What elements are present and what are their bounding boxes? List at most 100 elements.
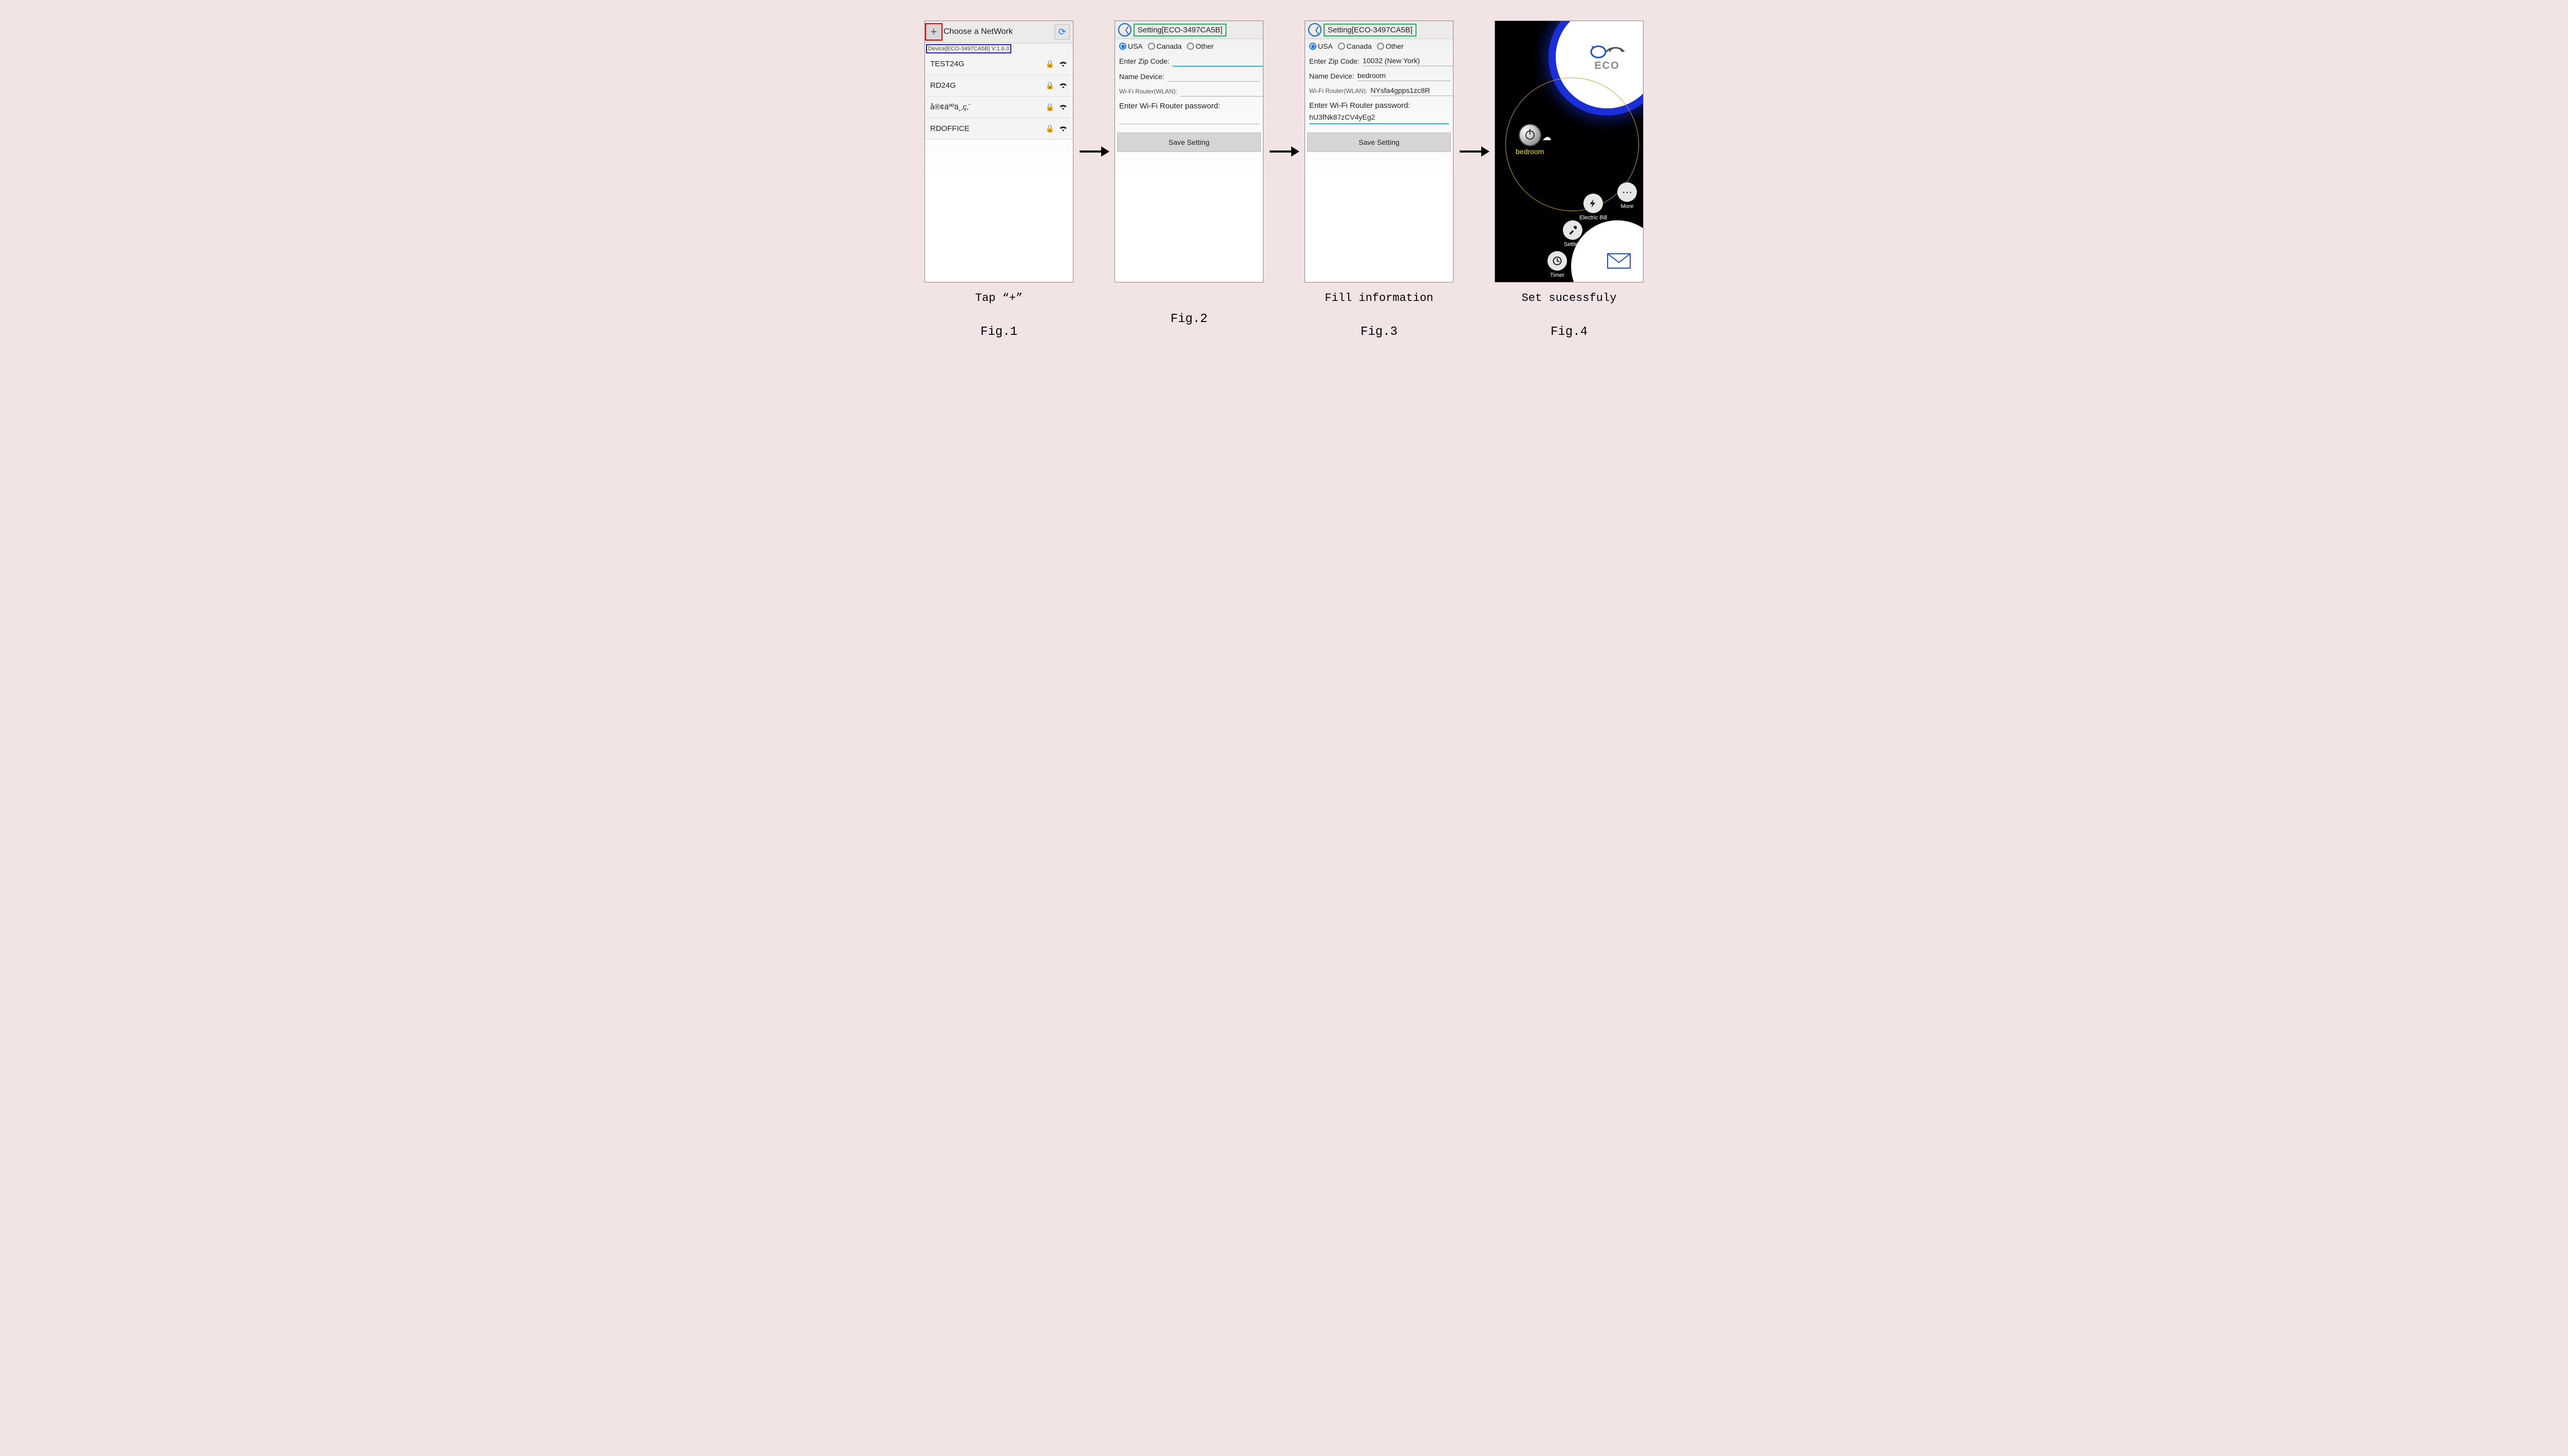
phone-screen-fig1: + Choose a NetWork ⟳ Device[ECO-3497CA5B… <box>924 21 1073 282</box>
menu-electric-bill[interactable]: Electric Bill <box>1579 194 1607 221</box>
lock-icon: 🔒 <box>1046 81 1054 90</box>
eco-brand-text: ECO <box>1594 60 1619 72</box>
zip-row: Enter Zip Code: <box>1305 53 1453 68</box>
region-option-usa[interactable]: USA <box>1309 42 1333 50</box>
lock-icon: 🔒 <box>1046 60 1054 68</box>
phone-screen-fig2: 〈 Setting[ECO-3497CA5B] USA Canada Other… <box>1115 21 1263 282</box>
network-name: å®¢äººä¸‚ç‚¨ <box>930 103 1046 111</box>
name-label: Name Device: <box>1119 72 1164 81</box>
name-row: Name Device: <box>1305 68 1453 83</box>
mail-icon[interactable] <box>1607 253 1631 269</box>
name-row: Name Device: <box>1115 69 1263 84</box>
wlan-label: Wi-Fi Router(WLAN): <box>1119 88 1177 95</box>
password-label: Enter Wi-Fi Router password: <box>1115 99 1263 111</box>
radio-icon <box>1119 43 1126 50</box>
region-option-canada[interactable]: Canada <box>1338 42 1372 50</box>
name-input[interactable] <box>1357 70 1450 81</box>
eco-logo-icon <box>1589 43 1625 59</box>
wifi-icon <box>1059 124 1068 133</box>
fig3-caption: Fill information <box>1325 292 1433 305</box>
network-item[interactable]: RDOFFICE 🔒 <box>925 118 1073 140</box>
wifi-icon <box>1059 103 1068 111</box>
lock-icon: 🔒 <box>1046 124 1054 133</box>
clock-icon <box>1547 251 1567 271</box>
radio-icon <box>1187 43 1194 50</box>
menu-more[interactable]: ⋯ More <box>1617 182 1637 210</box>
wlan-label: Wi-Fi Router(WLAN): <box>1309 87 1367 94</box>
step-fig3: 〈 Setting[ECO-3497CA5B] USA Canada Other… <box>1305 21 1453 339</box>
menu-timer[interactable]: Timer <box>1547 251 1567 278</box>
plus-icon: + <box>931 25 937 39</box>
save-setting-button[interactable]: Save Setting <box>1117 133 1261 152</box>
arrow-3 <box>1459 21 1489 282</box>
wlan-input[interactable] <box>1370 85 1453 96</box>
weather-icon: ☁ <box>1542 132 1552 143</box>
region-radio-group: USA Canada Other <box>1115 39 1263 53</box>
region-option-usa[interactable]: USA <box>1119 42 1143 50</box>
back-button[interactable]: 〈 <box>1308 23 1321 36</box>
fig2-header: 〈 Setting[ECO-3497CA5B] <box>1115 21 1263 39</box>
infographic-container: + Choose a NetWork ⟳ Device[ECO-3497CA5B… <box>15 21 2553 339</box>
zip-label: Enter Zip Code: <box>1119 57 1169 65</box>
zip-input[interactable] <box>1173 55 1263 67</box>
zip-label: Enter Zip Code: <box>1309 57 1359 65</box>
radio-icon <box>1309 43 1316 50</box>
network-item[interactable]: TEST24G 🔒 <box>925 53 1073 75</box>
arrow-1 <box>1079 21 1109 282</box>
more-icon: ⋯ <box>1617 182 1637 202</box>
fig3-label: Fig.3 <box>1361 325 1398 339</box>
arrow-2 <box>1269 21 1299 282</box>
network-name: RD24G <box>930 81 1046 90</box>
device-info-line: Device[ECO-3497CA5B] V:1.6.0 <box>926 44 1011 53</box>
wlan-input[interactable] <box>1180 86 1263 97</box>
network-name: RDOFFICE <box>930 124 1046 133</box>
fig2-label: Fig.2 <box>1170 312 1207 326</box>
name-label: Name Device: <box>1309 72 1354 80</box>
fig4-caption: Set sucessfuly <box>1522 292 1617 305</box>
password-label: Enter Wi-Fi Router password: <box>1305 98 1453 111</box>
zip-input[interactable] <box>1363 55 1453 66</box>
step-fig2: 〈 Setting[ECO-3497CA5B] USA Canada Other… <box>1115 21 1263 326</box>
arrow-icon <box>1459 144 1489 159</box>
fig2-title: Setting[ECO-3497CA5B] <box>1134 24 1226 36</box>
network-item[interactable]: RD24G 🔒 <box>925 75 1073 97</box>
wlan-row: Wi-Fi Router(WLAN): <box>1305 83 1453 98</box>
region-option-other[interactable]: Other <box>1187 42 1214 50</box>
save-setting-button[interactable]: Save Setting <box>1307 133 1451 152</box>
wifi-icon <box>1059 81 1068 90</box>
fig1-caption: Tap “+” <box>975 292 1023 305</box>
lock-icon: 🔒 <box>1046 103 1054 111</box>
radio-icon <box>1338 43 1345 50</box>
refresh-icon: ⟳ <box>1058 27 1066 37</box>
phone-screen-fig3: 〈 Setting[ECO-3497CA5B] USA Canada Other… <box>1305 21 1453 282</box>
password-input[interactable] <box>1119 111 1259 124</box>
region-option-other[interactable]: Other <box>1377 42 1404 50</box>
arrow-icon <box>1269 144 1299 159</box>
back-button[interactable]: 〈 <box>1118 23 1131 36</box>
fig1-title: Choose a NetWork <box>943 27 1054 36</box>
step-fig4: ECO ☁ bedroom ⋯ More Electric Bill <box>1495 21 1644 339</box>
wifi-icon <box>1059 60 1068 68</box>
fig4-label: Fig.4 <box>1551 325 1588 339</box>
chevron-left-icon: 〈 <box>1121 24 1129 36</box>
device-node[interactable]: ☁ bedroom <box>1516 124 1544 156</box>
network-name: TEST24G <box>930 60 1046 68</box>
add-network-button[interactable]: + <box>925 23 942 41</box>
power-icon <box>1525 130 1535 140</box>
tools-icon <box>1563 220 1582 240</box>
name-input[interactable] <box>1167 71 1260 82</box>
radio-icon <box>1148 43 1155 50</box>
power-button[interactable]: ☁ <box>1519 124 1541 146</box>
password-input[interactable] <box>1309 111 1449 124</box>
fig1-label: Fig.1 <box>980 325 1017 339</box>
wlan-row: Wi-Fi Router(WLAN): <box>1115 84 1263 99</box>
step-fig1: + Choose a NetWork ⟳ Device[ECO-3497CA5B… <box>924 21 1073 339</box>
network-item[interactable]: å®¢äººä¸‚ç‚¨ 🔒 <box>925 97 1073 118</box>
region-radio-group: USA Canada Other <box>1305 39 1453 53</box>
refresh-button[interactable]: ⟳ <box>1054 24 1070 40</box>
bolt-icon <box>1583 194 1603 213</box>
radio-icon <box>1377 43 1384 50</box>
region-option-canada[interactable]: Canada <box>1148 42 1182 50</box>
arrow-icon <box>1079 144 1109 159</box>
fig3-title: Setting[ECO-3497CA5B] <box>1324 24 1417 36</box>
